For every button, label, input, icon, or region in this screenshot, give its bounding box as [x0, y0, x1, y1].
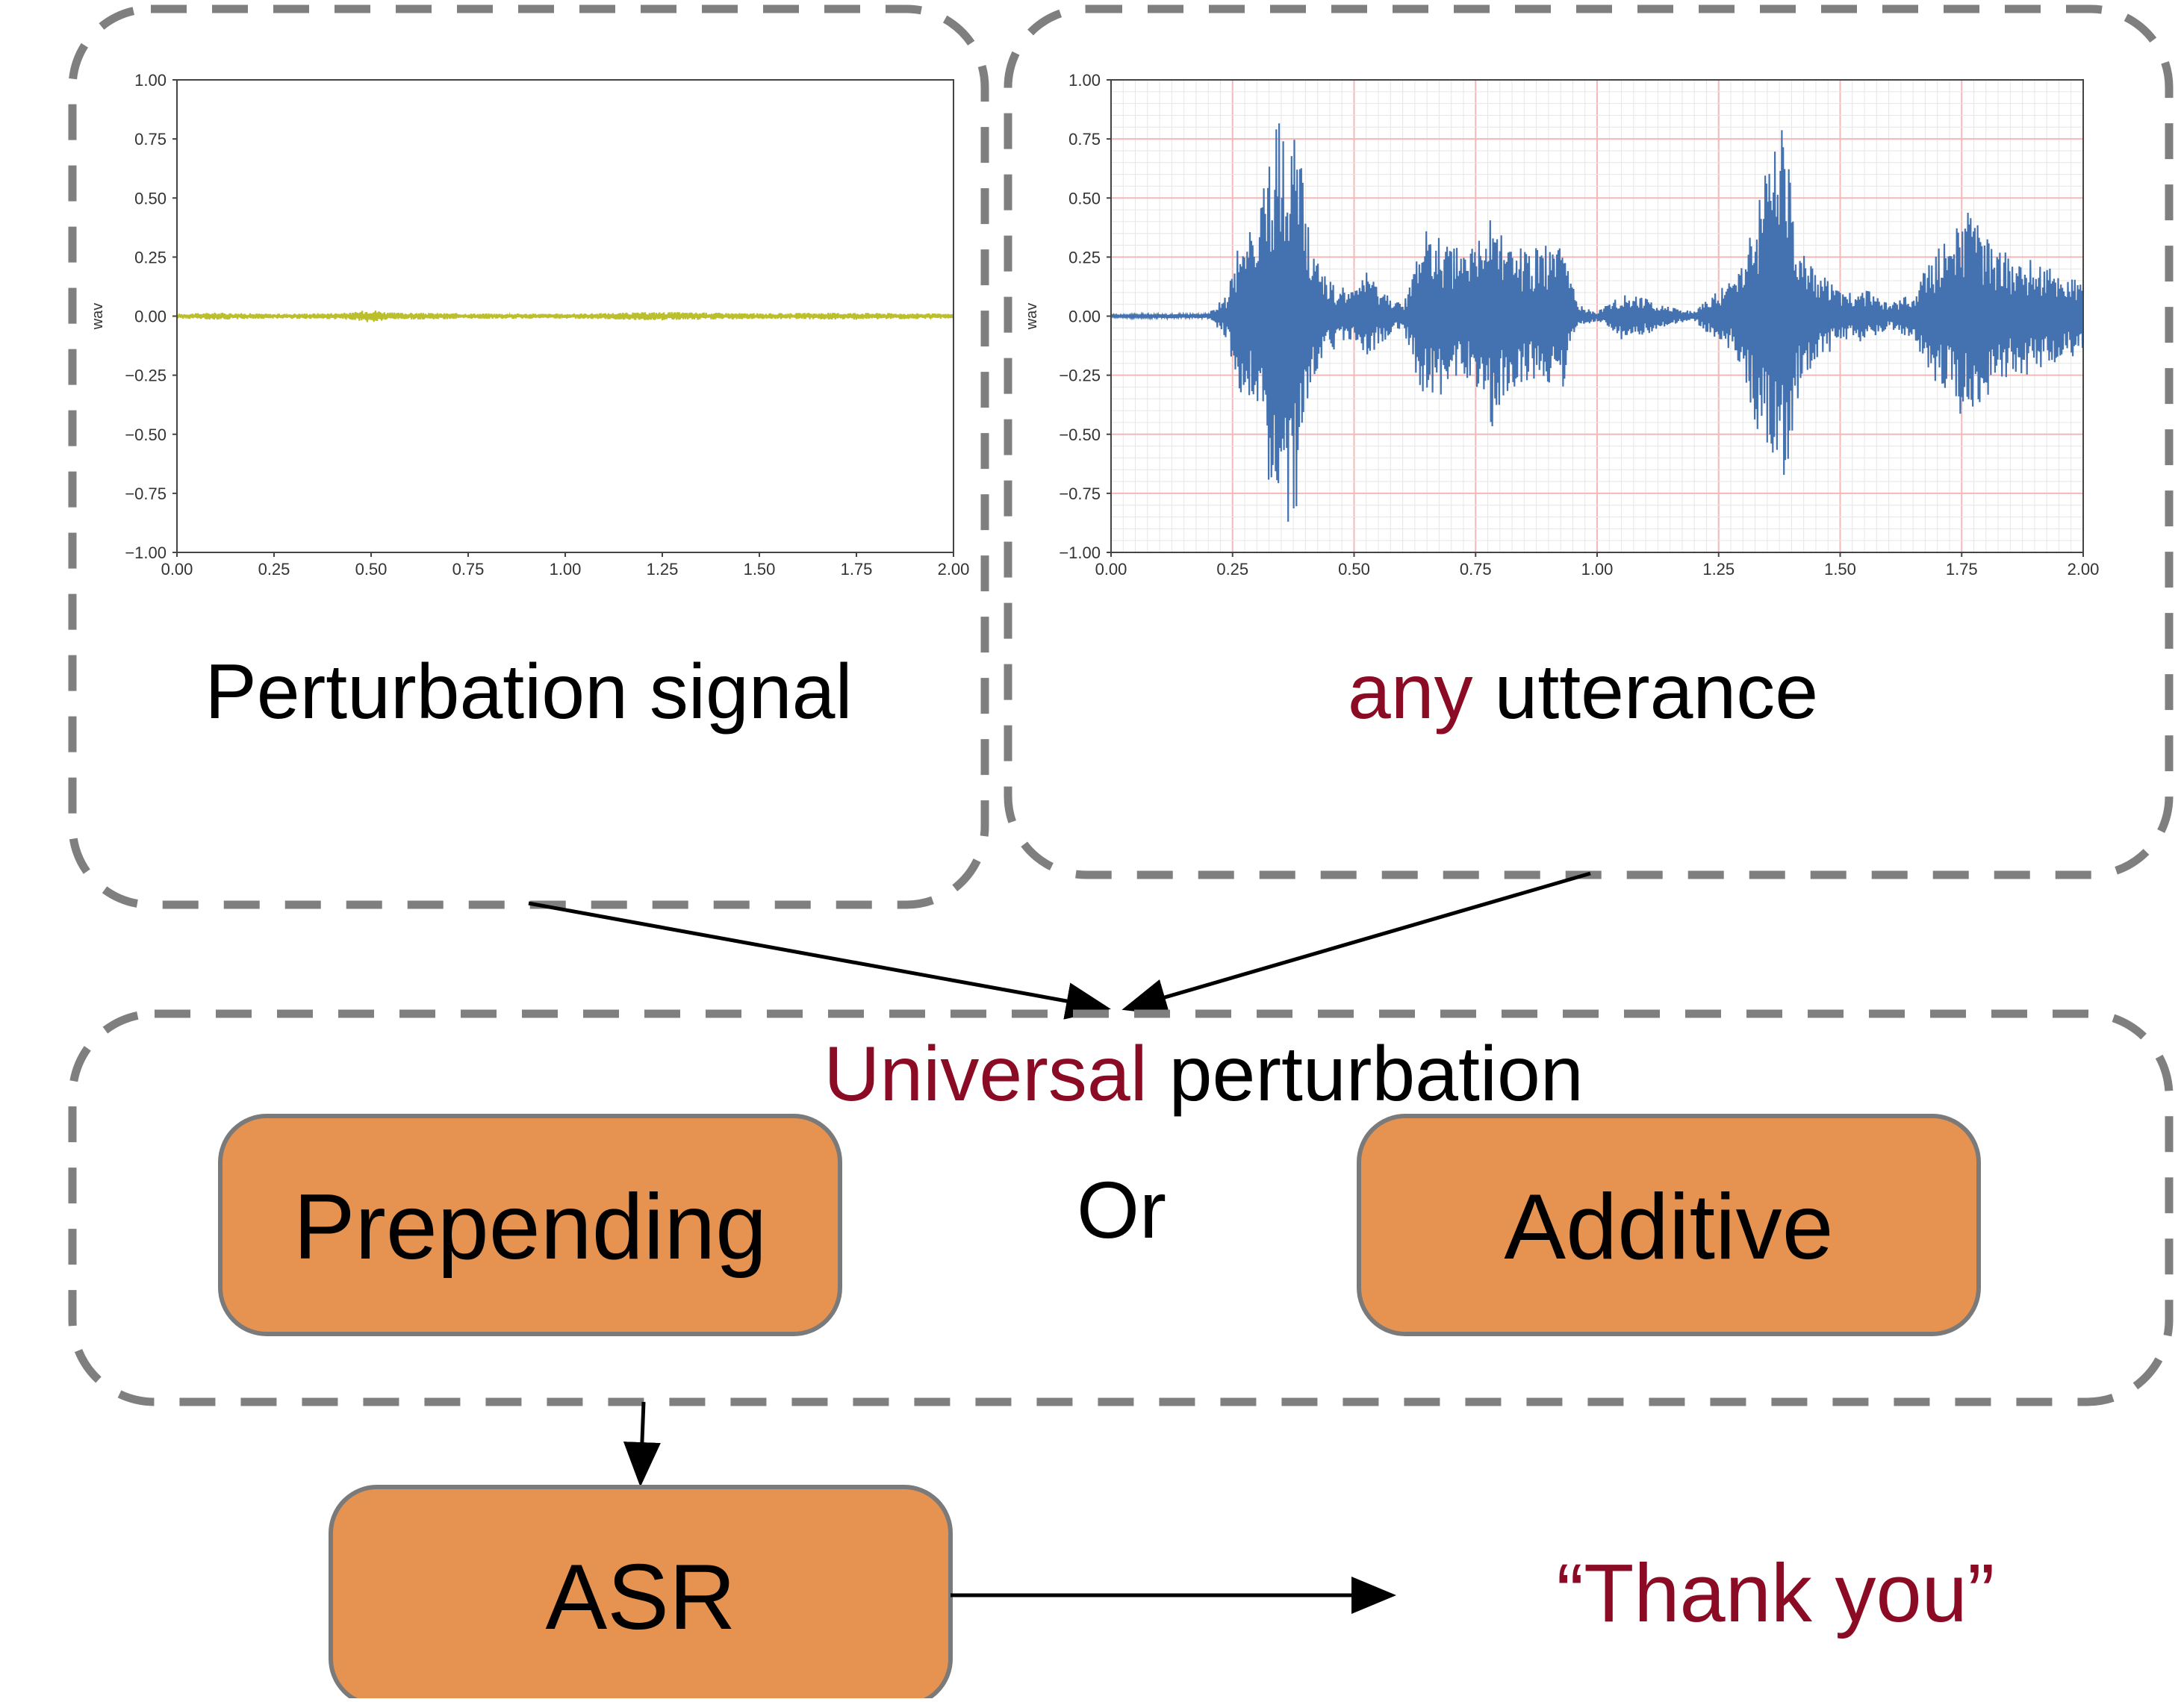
- perturbation-xtick-label: 0.00: [161, 560, 193, 579]
- prepending-label: Prepending: [293, 1176, 767, 1279]
- utterance-waveform-chart: 0.00 0.25 0.50 0.75 1.00 1.25 1.50 1.75 2.00 1.00…: [1024, 71, 2099, 579]
- right-panel-caption: any utterance: [1348, 649, 1818, 735]
- right-caption-accent: any: [1348, 649, 1473, 735]
- perturbation-waveform-line: [175, 310, 955, 322]
- utterance-ytick-label: 0.75: [1068, 130, 1101, 149]
- title-accent: Universal: [824, 1031, 1147, 1117]
- utterance-ytick-label: −0.25: [1059, 367, 1101, 385]
- arrow-utterance-to-universal: [1121, 871, 1591, 1016]
- utterance-xtick-label: 0.75: [1460, 560, 1492, 579]
- utterance-xtick-label: 1.00: [1581, 560, 1614, 579]
- perturbation-ytick-label: −1.00: [125, 543, 167, 562]
- universal-perturbation-title: Universal perturbation: [824, 1031, 1583, 1117]
- utterance-xtick-label: 1.25: [1702, 560, 1735, 579]
- perturbation-xtick-label: 1.00: [550, 560, 582, 579]
- right-panel: 0.00 0.25 0.50 0.75 1.00 1.25 1.50 1.75 2.00 1.00…: [1004, 4, 2174, 879]
- perturbation-ytick-label: 1.00: [134, 71, 167, 90]
- additive-box[interactable]: Additive: [1357, 1114, 1981, 1336]
- utterance-ylabel: wav: [1024, 303, 1040, 331]
- utterance-ytick-label: 0.50: [1068, 189, 1101, 208]
- utterance-xtick-label: 0.00: [1095, 560, 1127, 579]
- utterance-ytick-label: 0.00: [1068, 308, 1101, 326]
- utterance-ytick-label: 0.25: [1068, 248, 1101, 266]
- utterance-xtick-label: 1.50: [1824, 560, 1856, 579]
- perturbation-ytick-label: 0.00: [134, 308, 167, 326]
- perturbation-xtick-label: 2.00: [938, 560, 970, 579]
- perturbation-ytick-label: −0.50: [125, 426, 167, 444]
- perturbation-xtick-label: 0.50: [355, 560, 388, 579]
- output-text: “Thank you”: [1557, 1547, 1995, 1639]
- perturbation-xtick-label: 0.75: [452, 560, 485, 579]
- utterance-xtick-label: 1.75: [1946, 560, 1978, 579]
- arrow-to-asr: [623, 1401, 661, 1487]
- asr-label: ASR: [546, 1546, 736, 1649]
- utterance-xtick-label: 0.25: [1216, 560, 1248, 579]
- utterance-xtick-label: 0.50: [1338, 560, 1370, 579]
- asr-box[interactable]: ASR: [329, 1485, 953, 1702]
- title-rest: perturbation: [1148, 1031, 1584, 1117]
- perturbation-xtick-label: 1.25: [647, 560, 679, 579]
- or-separator: Or: [1077, 1165, 1166, 1255]
- additive-label: Additive: [1504, 1176, 1833, 1279]
- right-caption-rest: utterance: [1473, 649, 1819, 735]
- utterance-waveform-line: [1110, 123, 2085, 522]
- universal-perturbation-panel: Universal perturbation Prepending Or Add…: [68, 1009, 2174, 1406]
- perturbation-ytick-label: 0.50: [134, 189, 167, 208]
- arrow-perturbation-to-universal: [528, 901, 1111, 1020]
- utterance-ytick-label: −0.50: [1059, 426, 1101, 444]
- perturbation-ytick-label: 0.25: [134, 248, 167, 266]
- utterance-ytick-label: −1.00: [1059, 543, 1101, 562]
- left-panel-caption: Perturbation signal: [205, 649, 852, 735]
- prepending-box-shape[interactable]: [218, 1114, 842, 1336]
- perturbation-xtick-label: 1.50: [744, 560, 776, 579]
- prepending-box[interactable]: Prepending: [218, 1114, 842, 1336]
- utterance-ytick-label: −0.75: [1059, 484, 1101, 503]
- left-panel: 0.00 0.25 0.50 0.75 1.00 1.25 1.50 1.75 2.00 1.00…: [68, 4, 989, 909]
- utterance-ytick-label: 1.00: [1068, 71, 1101, 90]
- perturbation-ylabel: wav: [90, 303, 106, 331]
- perturbation-xtick-label: 1.75: [841, 560, 873, 579]
- perturbation-ytick-label: 0.75: [134, 130, 167, 149]
- perturbation-ytick-label: −0.75: [125, 484, 167, 503]
- utterance-xtick-label: 2.00: [2068, 560, 2100, 579]
- middle-panel-border: [68, 1009, 2174, 1406]
- perturbation-waveform-chart: 0.00 0.25 0.50 0.75 1.00 1.25 1.50 1.75 2.00 1.00…: [90, 71, 969, 579]
- additive-box-shape[interactable]: [1357, 1114, 1981, 1336]
- left-panel-border: [68, 4, 989, 909]
- perturbation-ytick-label: −0.25: [125, 367, 167, 385]
- perturbation-xtick-label: 0.25: [258, 560, 290, 579]
